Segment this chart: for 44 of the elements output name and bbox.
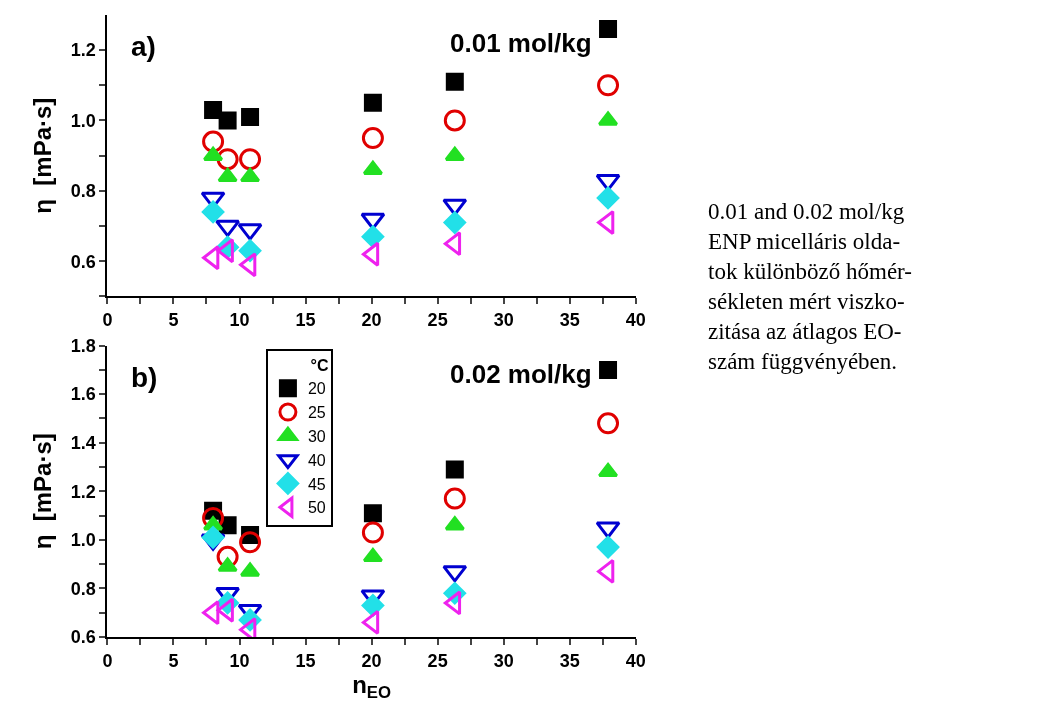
- legend-label: 20: [307, 380, 326, 398]
- annotation: b): [131, 362, 158, 393]
- y-tick-label: 1.4: [70, 433, 96, 454]
- x-tick-label: 35: [559, 310, 580, 331]
- text: 0.01 and 0.02 mol/kg ENP micelláris olda- tok különböző hőmér- sékleten mért viszko- zitása az átlagos EO- szám függvényében.: [708, 199, 912, 374]
- x-tick-label: 20: [361, 650, 382, 671]
- x-tick-label: 40: [625, 650, 646, 671]
- x-tick-label: 25: [427, 310, 448, 331]
- x-tick-label: 10: [229, 310, 250, 331]
- y-tick-label: 0.8: [70, 181, 96, 202]
- y-axis-title: η [mPa·s]: [29, 433, 57, 550]
- y-tick-label: 1.2: [70, 481, 96, 502]
- y-tick-label: 1.2: [70, 40, 96, 61]
- y-tick-label: 1.0: [70, 530, 96, 551]
- x-tick-label: 10: [229, 650, 250, 671]
- x-tick-label: 0: [102, 310, 113, 331]
- legend-label: 40: [307, 451, 326, 469]
- x-tick-label: 40: [625, 310, 646, 331]
- x-tick-label: 15: [295, 310, 316, 331]
- x-axis-title: n$_{EO}$: [352, 670, 392, 702]
- y-tick-label: 0.6: [70, 251, 96, 272]
- x-tick-label: 35: [559, 650, 580, 671]
- x-tick-label: 20: [361, 310, 382, 331]
- x-tick-label: 30: [493, 310, 514, 331]
- y-tick-label: 1.6: [70, 384, 96, 405]
- x-tick-label: 5: [168, 650, 179, 671]
- y-axis-title: η [mPa·s]: [29, 97, 57, 214]
- y-tick-label: 1.8: [70, 335, 96, 356]
- legend-title: °C: [310, 357, 329, 375]
- legend-label: 50: [307, 499, 326, 517]
- x-tick-label: 15: [295, 650, 316, 671]
- annotation: 0.02 mol/kg: [450, 359, 592, 389]
- legend-label: 25: [307, 404, 326, 422]
- y-tick-label: 0.8: [70, 578, 96, 599]
- x-tick-label: 5: [168, 310, 179, 331]
- x-tick-label: 25: [427, 650, 448, 671]
- y-tick-label: 0.6: [70, 627, 96, 648]
- x-tick-label: 30: [493, 650, 514, 671]
- x-tick-label: 0: [102, 650, 113, 671]
- legend-label: 45: [307, 475, 326, 493]
- y-tick-label: 1.0: [70, 110, 96, 131]
- annotation: 0.01 mol/kg: [450, 28, 592, 58]
- legend-label: 30: [307, 428, 326, 446]
- annotation: a): [131, 31, 156, 62]
